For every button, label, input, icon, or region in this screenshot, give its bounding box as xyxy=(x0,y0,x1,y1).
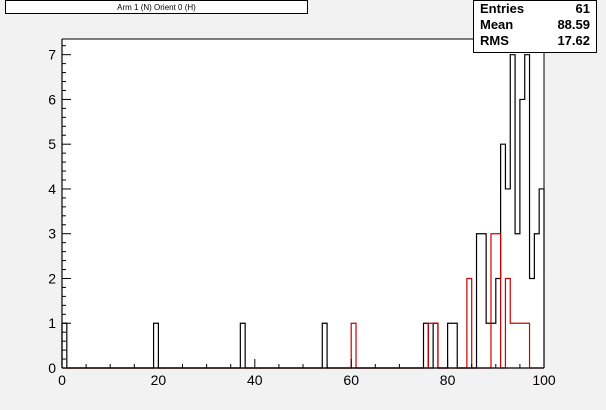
x-tick-label: 80 xyxy=(440,372,456,388)
stats-value: 17.62 xyxy=(557,33,590,48)
stats-value: 61 xyxy=(575,1,590,16)
stats-row-rms: RMS 17.62 xyxy=(480,33,590,49)
chart-title: Arm 1 (N) Orient 0 (H) xyxy=(5,0,308,14)
y-tick-label: 1 xyxy=(48,315,56,331)
x-tick-label: 20 xyxy=(151,372,167,388)
stats-box: Entries 61 Mean 88.59 RMS 17.62 xyxy=(473,0,597,53)
x-tick-label: 100 xyxy=(532,372,556,388)
stats-row-entries: Entries 61 xyxy=(480,1,590,17)
stats-row-mean: Mean 88.59 xyxy=(480,17,590,33)
x-tick-label: 60 xyxy=(343,372,359,388)
stats-label: RMS xyxy=(480,33,509,48)
y-tick-label: 6 xyxy=(48,91,56,107)
y-tick-label: 3 xyxy=(48,226,56,242)
stats-value: 88.59 xyxy=(557,17,590,32)
y-tick-label: 4 xyxy=(48,181,56,197)
y-tick-label: 2 xyxy=(48,270,56,286)
x-tick-label: 0 xyxy=(58,372,66,388)
stats-label: Entries xyxy=(480,1,525,16)
y-tick-label: 5 xyxy=(48,136,56,152)
y-tick-label: 7 xyxy=(48,47,56,63)
x-tick-label: 40 xyxy=(247,372,263,388)
plot-frame xyxy=(62,39,544,368)
stats-label: Mean xyxy=(480,17,514,32)
y-tick-label: 0 xyxy=(48,360,56,376)
